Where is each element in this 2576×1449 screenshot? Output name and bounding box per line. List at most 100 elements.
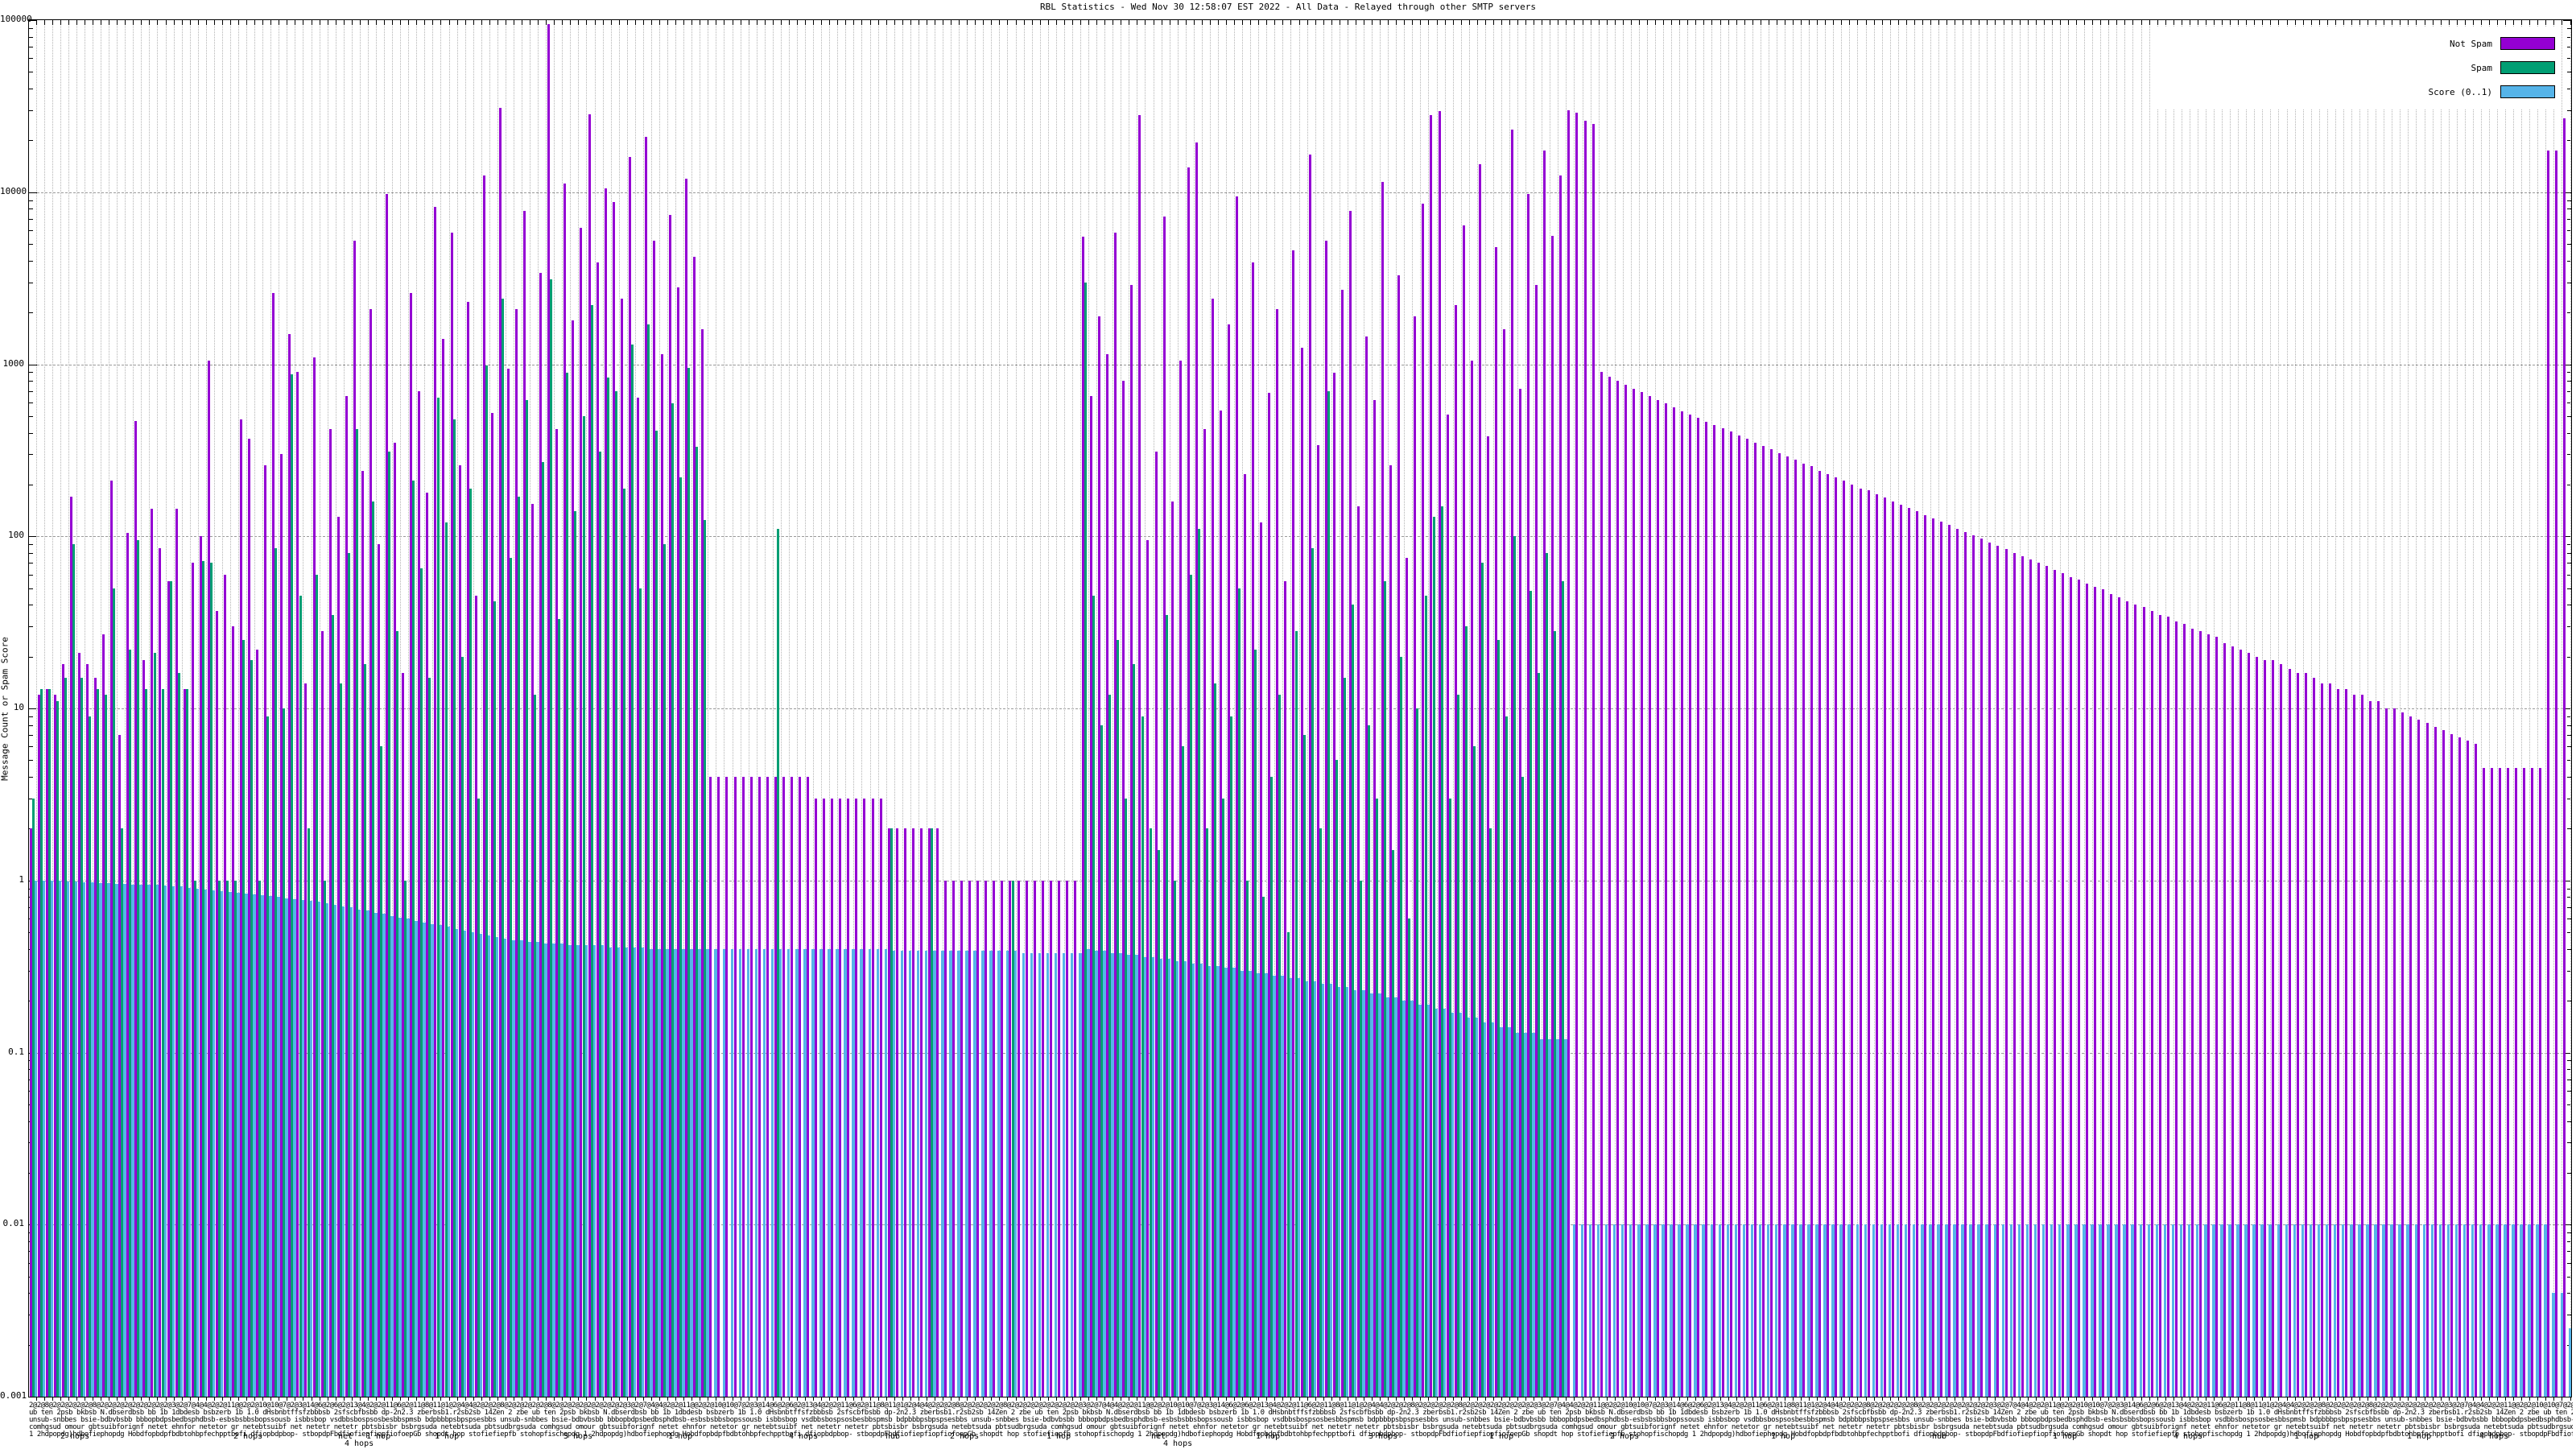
x-gridline [1258, 20, 1260, 1397]
bar-not-spam [588, 114, 591, 1397]
bar-score [682, 949, 685, 1397]
bar-score [1556, 1039, 1559, 1397]
bar-not-spam [612, 202, 615, 1397]
bar-not-spam [2531, 768, 2534, 1397]
x-tick-top [2359, 20, 2360, 25]
x-tick-bottom [1460, 1397, 1462, 1401]
bar-score [2123, 1224, 2126, 1397]
x-tick-bottom [2488, 1397, 2490, 1401]
bar-spam [1319, 828, 1322, 1397]
x-gridline [634, 20, 636, 1397]
bar-score [91, 882, 94, 1397]
x-tick-top [1711, 20, 1713, 25]
bar-not-spam [410, 293, 413, 1397]
x-tick-bottom [2076, 1397, 2077, 1401]
x-gridline [1889, 20, 1891, 1397]
bar-score [2025, 1224, 2029, 1397]
x-gridline [1298, 20, 1300, 1397]
bar-not-spam [1057, 881, 1060, 1397]
bar-score [949, 951, 952, 1397]
x-tick-top [1282, 20, 1284, 25]
x-gridline [2286, 20, 2288, 1397]
bar-spam [250, 660, 254, 1397]
bar-not-spam [1810, 466, 1814, 1397]
bar-spam [663, 544, 667, 1397]
bar-not-spam [1932, 518, 1934, 1397]
x-tick-top [1063, 20, 1065, 25]
bar-score [2163, 1224, 2167, 1397]
x-tick-top [2343, 20, 2344, 25]
bar-score [1670, 1224, 1673, 1397]
y-major-tick-right [2563, 192, 2571, 193]
x-tick-top [650, 20, 652, 25]
bar-score [552, 943, 555, 1397]
bar-not-spam [1356, 506, 1360, 1397]
bar-not-spam [45, 689, 48, 1397]
bar-score [1872, 1224, 1876, 1397]
bar-score [536, 942, 539, 1397]
bar-spam [931, 828, 933, 1397]
bar-not-spam [1454, 305, 1457, 1397]
bar-score [237, 893, 240, 1397]
bar-not-spam [1665, 403, 1668, 1397]
bar-not-spam [37, 695, 40, 1397]
x-tick-bottom [149, 1397, 151, 1401]
y-minor-tick-right [2567, 1293, 2571, 1294]
bar-score [1500, 1027, 1503, 1397]
x-tick-top [221, 20, 223, 25]
x-tick-top [2521, 20, 2523, 25]
bar-score [989, 951, 993, 1397]
y-minor-tick-left [29, 208, 33, 209]
bar-not-spam [2507, 768, 2509, 1397]
x-tick-bottom [2351, 1397, 2352, 1401]
y-minor-tick-right [2567, 244, 2571, 245]
bar-not-spam [1219, 411, 1222, 1397]
y-minor-tick-right [2567, 372, 2571, 373]
x-tick-bottom [1452, 1397, 1454, 1401]
bar-score [860, 949, 863, 1397]
x-tick-top [1331, 20, 1332, 25]
bar-score [2406, 1224, 2409, 1397]
x-gridline [2408, 20, 2409, 1397]
bar-not-spam [490, 413, 493, 1397]
x-tick-bottom [886, 1397, 887, 1401]
x-gridline [221, 20, 223, 1397]
bar-not-spam [1729, 431, 1732, 1397]
x-tick-top [1290, 20, 1292, 25]
x-tick-top [1088, 20, 1089, 25]
x-gridline [1266, 20, 1268, 1397]
bar-score [439, 925, 443, 1397]
bar-score [261, 895, 264, 1397]
x-gridline [1315, 20, 1316, 1397]
x-tick-top [796, 20, 798, 25]
bar-score [1127, 955, 1130, 1397]
y-minor-tick-right [2567, 381, 2571, 382]
bar-score [1912, 1224, 1916, 1397]
x-gridline [967, 20, 968, 1397]
x-tick-top [43, 20, 45, 25]
bar-score [1005, 951, 1009, 1397]
x-gridline [2318, 20, 2320, 1397]
x-tick-top [1517, 20, 1518, 25]
bar-score [1241, 971, 1244, 1397]
x-tick-bottom [2529, 1397, 2531, 1401]
x-tick-bottom [2310, 1397, 2312, 1401]
x-tick-top [1857, 20, 1859, 25]
legend-swatch-spam [2500, 61, 2555, 74]
x-tick-top [2472, 20, 2474, 25]
bar-spam [1472, 746, 1476, 1397]
x-tick-bottom [2254, 1397, 2256, 1401]
bar-spam [1480, 563, 1484, 1397]
bar-spam [89, 716, 91, 1397]
x-tick-bottom [1201, 1397, 1203, 1401]
x-gridline [440, 20, 442, 1397]
y-minor-tick-right [2567, 735, 2571, 736]
bar-score [1580, 1224, 1584, 1397]
x-tick-top [2432, 20, 2434, 25]
x-gridline [1630, 20, 1632, 1397]
bar-spam [671, 403, 675, 1397]
bar-spam [638, 588, 642, 1397]
x-tick-top [1995, 20, 1996, 25]
bar-score [245, 894, 248, 1397]
x-tick-top [1752, 20, 1753, 25]
